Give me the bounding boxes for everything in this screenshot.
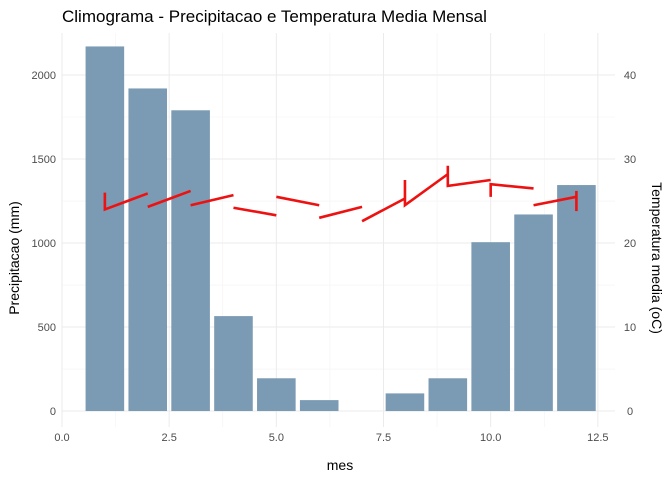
temperature-line-segment [489,182,534,197]
precipitation-bar [428,378,468,412]
temperature-line-segment [103,192,149,212]
chart-title: Climograma - Precipitacao e Temperatura … [62,7,487,26]
temperature-line-segment [233,206,277,217]
x-tick-label: 5.0 [269,432,284,444]
precipitation-bar [214,316,253,412]
temperature-line-segment [190,193,234,207]
y2-tick-label: 40 [624,70,636,82]
temperature-line-segment [147,189,192,209]
y-tick-label: 1500 [32,154,56,166]
precipitation-bar [128,88,168,412]
y2-axis-ticks: 0 10 20 30 40 [624,70,636,418]
temperature-line-segment [276,195,320,207]
precipitation-bars [85,46,596,412]
y-tick-label: 0 [50,406,56,418]
precipitation-bar [257,378,296,412]
y-tick-label: 2000 [32,70,56,82]
x-axis-label: mes [327,457,353,473]
precipitation-bar [299,400,339,412]
y-axis-ticks: 0 500 1000 1500 2000 [32,70,56,418]
temperature-line-segment [403,173,449,208]
x-tick-label: 7.5 [376,432,391,444]
temperature-line-segment [533,195,577,207]
y2-tick-label: 20 [624,238,636,250]
x-tick-label: 0.0 [54,432,69,444]
precipitation-bar [171,110,210,412]
precipitation-bar [85,46,125,412]
y-tick-label: 500 [38,322,56,334]
temperature-line-segment [446,165,491,188]
y-tick-label: 1000 [32,238,56,250]
x-tick-label: 10.0 [480,432,501,444]
x-tick-label: 2.5 [162,432,177,444]
temperature-line-segment [361,197,406,223]
y2-tick-label: 30 [624,154,636,166]
precipitation-bar [471,242,510,412]
precipitation-bar [514,214,553,412]
precipitation-bar [557,185,596,412]
x-tick-label: 12.5 [587,432,608,444]
y2-tick-label: 10 [624,322,636,334]
temperature-line-segment [318,205,363,220]
y2-axis-label: Temperatura media (oC) [649,182,665,334]
y2-tick-label: 0 [627,406,633,418]
x-axis-ticks: 0.0 2.5 5.0 7.5 10.0 12.5 [54,432,608,444]
y-axis-label: Precipitacao (mm) [6,201,22,315]
temperature-line [103,165,578,223]
precipitation-bar [385,393,425,412]
